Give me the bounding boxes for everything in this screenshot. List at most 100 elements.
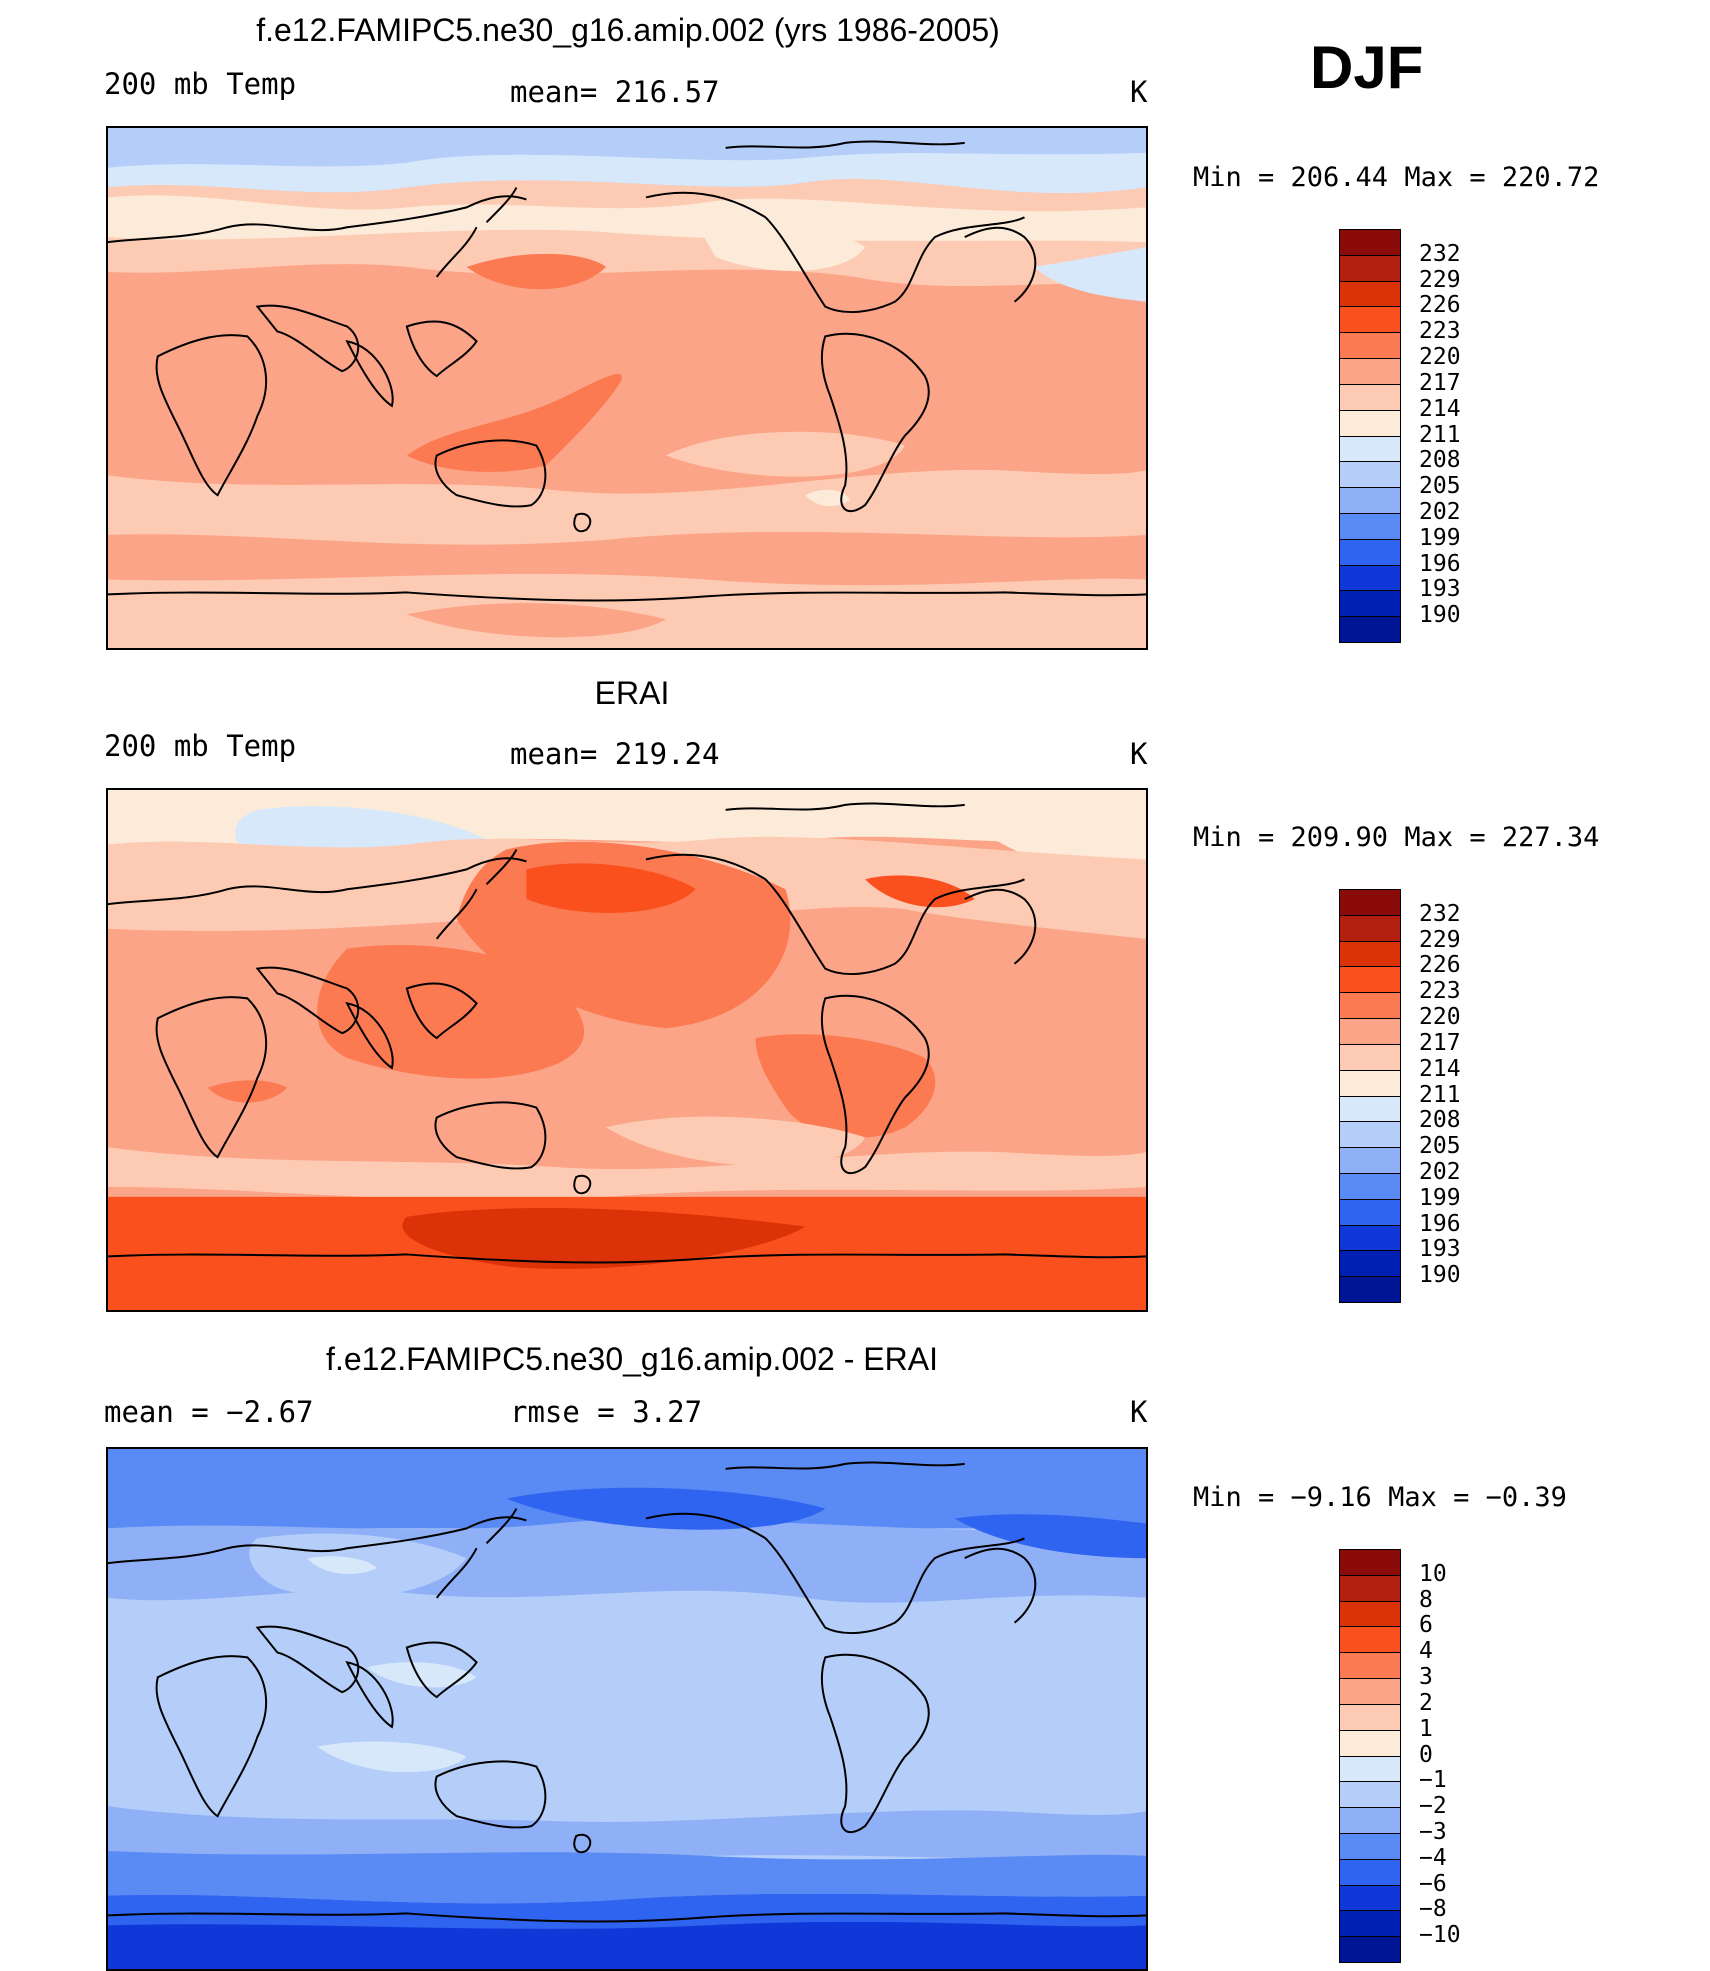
colorbar-swatch bbox=[1339, 1121, 1401, 1149]
colorbar-swatch bbox=[1339, 1198, 1401, 1226]
colorbar-tick-label: 0 bbox=[1419, 1741, 1433, 1768]
colorbar-swatch bbox=[1339, 1652, 1401, 1680]
colorbar-tick-label: 202 bbox=[1419, 498, 1461, 525]
colorbar-swatch bbox=[1339, 332, 1401, 360]
colorbar-2: 232 229 226 223 220 217 214 211 208 205 202 199 196 1… bbox=[1339, 889, 1461, 1303]
colorbar-tick-label: 217 bbox=[1419, 1029, 1461, 1056]
colorbar-swatch bbox=[1339, 914, 1401, 942]
panel3-units-label: K bbox=[1130, 1395, 1148, 1429]
panel3-minmax: Min = −9.16 Max = −0.39 bbox=[1193, 1482, 1567, 1513]
colorbar-tick-label: 223 bbox=[1419, 978, 1461, 1005]
colorbar-swatch bbox=[1339, 1858, 1401, 1886]
colorbar-swatch bbox=[1339, 940, 1401, 968]
colorbar-3: 10 8 6 4 3 2 1 0 −1 −2 −3 −4 −6 −8 −10 bbox=[1339, 1549, 1461, 1963]
colorbar-swatch bbox=[1339, 538, 1401, 566]
panel2-variable-label: 200 mb Temp bbox=[104, 729, 297, 763]
colorbar-swatch bbox=[1339, 1549, 1401, 1576]
colorbar-swatch bbox=[1339, 1832, 1401, 1860]
colorbar-swatch bbox=[1339, 1147, 1401, 1174]
colorbar-tick-label: 6 bbox=[1419, 1612, 1433, 1639]
colorbar-tick-label: 211 bbox=[1419, 421, 1461, 448]
colorbar-tick-label: 190 bbox=[1419, 1262, 1461, 1289]
colorbar-swatch bbox=[1339, 889, 1401, 916]
colorbar-swatch bbox=[1339, 461, 1401, 489]
colorbar-tick-label: 217 bbox=[1419, 369, 1461, 396]
colorbar-tick-label: 199 bbox=[1419, 524, 1461, 551]
colorbar-swatch bbox=[1339, 1703, 1401, 1731]
panel1-variable-label: 200 mb Temp bbox=[104, 67, 297, 101]
season-label: DJF bbox=[1310, 34, 1424, 101]
colorbar-swatch bbox=[1339, 1018, 1401, 1045]
colorbar-tick-label: 208 bbox=[1419, 1107, 1461, 1134]
colorbar-tick-label: 199 bbox=[1419, 1184, 1461, 1211]
colorbar-tick-label: −10 bbox=[1419, 1922, 1461, 1949]
colorbar-tick-label: 223 bbox=[1419, 318, 1461, 345]
colorbar-tick-label: −1 bbox=[1419, 1767, 1447, 1794]
colorbar-1: 232 229 226 223 220 217 214 211 208 205 202 199 196 1… bbox=[1339, 229, 1461, 643]
colorbar-swatch bbox=[1339, 1250, 1401, 1278]
colorbar-tick-label: 229 bbox=[1419, 266, 1461, 293]
colorbar-tick-label: 208 bbox=[1419, 447, 1461, 474]
colorbar-tick-label: 232 bbox=[1419, 900, 1461, 927]
colorbar-tick-label: 1 bbox=[1419, 1715, 1433, 1742]
colorbar-swatch bbox=[1339, 254, 1401, 282]
panel2-map bbox=[106, 788, 1148, 1312]
colorbar-tick-label: 220 bbox=[1419, 1004, 1461, 1031]
colorbar-tick-label: 205 bbox=[1419, 1133, 1461, 1160]
colorbar-tick-label: 229 bbox=[1419, 926, 1461, 953]
colorbar-swatch bbox=[1339, 992, 1401, 1020]
colorbar-tick-label: 196 bbox=[1419, 550, 1461, 577]
colorbar-tick-label: 196 bbox=[1419, 1210, 1461, 1237]
colorbar-swatch bbox=[1339, 1626, 1401, 1654]
colorbar-swatch bbox=[1339, 1729, 1401, 1757]
panel3-rmse-label: rmse = 3.27 bbox=[510, 1395, 703, 1429]
colorbar-tick-label: 10 bbox=[1419, 1560, 1447, 1587]
colorbar-tick-label: 232 bbox=[1419, 240, 1461, 267]
colorbar-swatch bbox=[1339, 1600, 1401, 1628]
panel2-title: ERAI bbox=[594, 675, 670, 711]
colorbar-tick-label: 2 bbox=[1419, 1689, 1433, 1716]
panel2-units-label: K bbox=[1130, 737, 1148, 771]
colorbar-swatch bbox=[1339, 1069, 1401, 1097]
colorbar-tick-label: −8 bbox=[1419, 1896, 1447, 1923]
colorbar-swatch bbox=[1339, 358, 1401, 385]
colorbar-swatch bbox=[1339, 435, 1401, 463]
colorbar-tick-label: 193 bbox=[1419, 576, 1461, 603]
colorbar-swatch bbox=[1339, 487, 1401, 514]
panel1-mean-label: mean= 216.57 bbox=[510, 75, 720, 109]
colorbar-swatch bbox=[1339, 409, 1401, 437]
colorbar-swatch bbox=[1339, 564, 1401, 592]
colorbar-swatch bbox=[1339, 590, 1401, 618]
panel1-units-label: K bbox=[1130, 75, 1148, 109]
colorbar-swatch bbox=[1339, 1095, 1401, 1123]
colorbar-tick-label: −4 bbox=[1419, 1844, 1447, 1871]
colorbar-tick-label: −2 bbox=[1419, 1793, 1447, 1820]
panel3-mean-label: mean = −2.67 bbox=[104, 1395, 314, 1429]
colorbar-swatch bbox=[1339, 1755, 1401, 1783]
colorbar-tick-label: 205 bbox=[1419, 473, 1461, 500]
panel2-mean-label: mean= 219.24 bbox=[510, 737, 720, 771]
panel2-minmax: Min = 209.90 Max = 227.34 bbox=[1193, 822, 1600, 853]
colorbar-swatch bbox=[1339, 1910, 1401, 1938]
colorbar-swatch bbox=[1339, 1276, 1401, 1303]
colorbar-swatch bbox=[1339, 616, 1401, 643]
colorbar-tick-label: 190 bbox=[1419, 602, 1461, 629]
colorbar-tick-label: −3 bbox=[1419, 1818, 1447, 1845]
panel1-title: f.e12.FAMIPC5.ne30_g16.amip.002 (yrs 198… bbox=[256, 12, 1000, 48]
colorbar-swatch bbox=[1339, 280, 1401, 308]
colorbar-tick-label: 214 bbox=[1419, 1055, 1461, 1082]
panel3-title: f.e12.FAMIPC5.ne30_g16.amip.002 - ERAI bbox=[326, 1341, 938, 1377]
colorbar-swatch bbox=[1339, 1781, 1401, 1809]
colorbar-swatch bbox=[1339, 229, 1401, 256]
colorbar-swatch bbox=[1339, 306, 1401, 334]
colorbar-swatch bbox=[1339, 1884, 1401, 1912]
colorbar-tick-label: 4 bbox=[1419, 1638, 1433, 1665]
panel1-contour-field bbox=[108, 128, 1146, 648]
colorbar-swatch bbox=[1339, 1807, 1401, 1834]
colorbar-swatch bbox=[1339, 512, 1401, 540]
colorbar-tick-label: 226 bbox=[1419, 292, 1461, 319]
colorbar-swatch bbox=[1339, 1224, 1401, 1252]
colorbar-tick-label: 226 bbox=[1419, 952, 1461, 979]
colorbar-tick-label: −6 bbox=[1419, 1870, 1447, 1897]
colorbar-tick-label: 202 bbox=[1419, 1158, 1461, 1185]
